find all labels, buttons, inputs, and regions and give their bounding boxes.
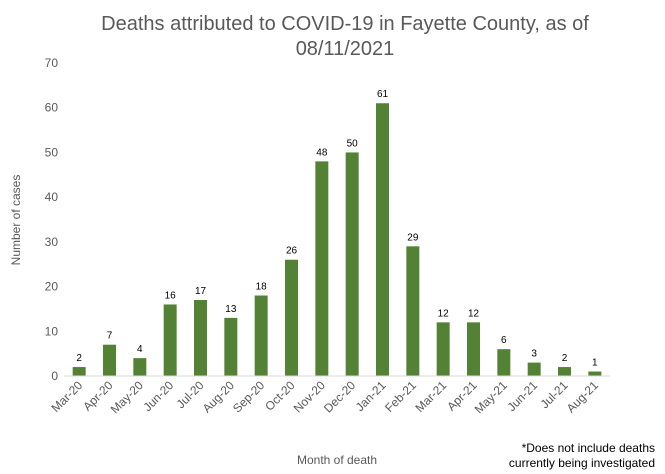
bar-Mar-20 — [72, 367, 86, 376]
x-tick-label: Jun-20 — [140, 378, 176, 414]
y-tick-label: 50 — [45, 145, 59, 159]
bar-Jul-21 — [558, 367, 571, 376]
data-label: 4 — [137, 344, 143, 355]
bar-Sep-20 — [254, 295, 268, 376]
y-tick-label: 60 — [45, 101, 59, 115]
x-axis-ticks: Mar-20Apr-20May-20Jun-20Jul-20Aug-20Sep-… — [49, 378, 602, 416]
data-labels: 2 7 4 16 17 13 18 26 48 50 61 29 12 12 6 3 2 1 — [76, 89, 598, 368]
bar-Mar-21 — [436, 322, 450, 376]
bar-Jan-21 — [376, 103, 389, 376]
x-tick-label: May-20 — [108, 378, 146, 416]
bar-Jul-20 — [194, 299, 207, 376]
bar-Dec-20 — [345, 152, 359, 376]
bar-Apr-20 — [103, 344, 116, 376]
bar-Oct-20 — [285, 259, 298, 376]
footnote: *Does not include deaths currently being… — [508, 441, 655, 470]
y-tick-label: 10 — [45, 324, 59, 338]
y-tick-label: 40 — [45, 190, 59, 204]
chart-title: Deaths attributed to COVID-19 in Fayette… — [101, 13, 589, 60]
data-label: 17 — [195, 286, 207, 297]
x-axis-label: Month of death — [297, 453, 377, 467]
x-tick-label: Nov-20 — [291, 378, 328, 415]
x-tick-label: Dec-20 — [321, 378, 358, 415]
y-tick-label: 20 — [45, 280, 59, 294]
data-label: 3 — [531, 349, 537, 360]
data-label: 26 — [286, 246, 298, 257]
data-label: 29 — [407, 232, 419, 243]
data-label: 7 — [107, 331, 113, 342]
data-label: 61 — [377, 89, 389, 100]
x-tick-label: Aug-20 — [200, 378, 237, 415]
x-tick-label: Jun-21 — [504, 378, 540, 414]
x-tick-label: Mar-20 — [49, 378, 86, 415]
y-tick-label: 70 — [45, 56, 59, 70]
data-label: 12 — [468, 308, 480, 319]
bar-Feb-21 — [406, 246, 420, 376]
x-tick-label: Sep-20 — [230, 378, 267, 415]
x-tick-label: Aug-21 — [564, 378, 601, 415]
bar-Aug-21 — [588, 371, 602, 376]
y-tick-label: 0 — [51, 369, 58, 383]
data-label: 1 — [592, 358, 598, 369]
data-label: 6 — [501, 335, 507, 346]
data-label: 16 — [165, 290, 177, 301]
data-label: 12 — [438, 308, 450, 319]
y-axis-ticks: 0 10 20 30 40 50 60 70 — [45, 56, 59, 383]
bar-Apr-21 — [467, 322, 480, 376]
bar-Jun-21 — [527, 362, 541, 376]
data-label: 48 — [316, 147, 328, 158]
bar-Aug-20 — [224, 317, 238, 376]
data-label: 50 — [347, 138, 359, 149]
bars — [72, 103, 602, 376]
data-label: 2 — [562, 353, 568, 364]
x-tick-label: Feb-21 — [382, 378, 419, 415]
data-label: 2 — [76, 353, 82, 364]
x-tick-label: May-21 — [472, 378, 510, 416]
y-tick-label: 30 — [45, 235, 59, 249]
x-tick-label: Jan-21 — [353, 378, 389, 414]
data-label: 13 — [225, 304, 237, 315]
bar-May-21 — [497, 349, 511, 376]
data-label: 18 — [256, 282, 268, 293]
bar-May-20 — [133, 358, 147, 376]
y-axis-label: Number of cases — [9, 175, 23, 266]
bar-Jun-20 — [163, 304, 177, 376]
bar-Nov-20 — [315, 161, 329, 376]
x-tick-label: Mar-21 — [413, 378, 450, 415]
